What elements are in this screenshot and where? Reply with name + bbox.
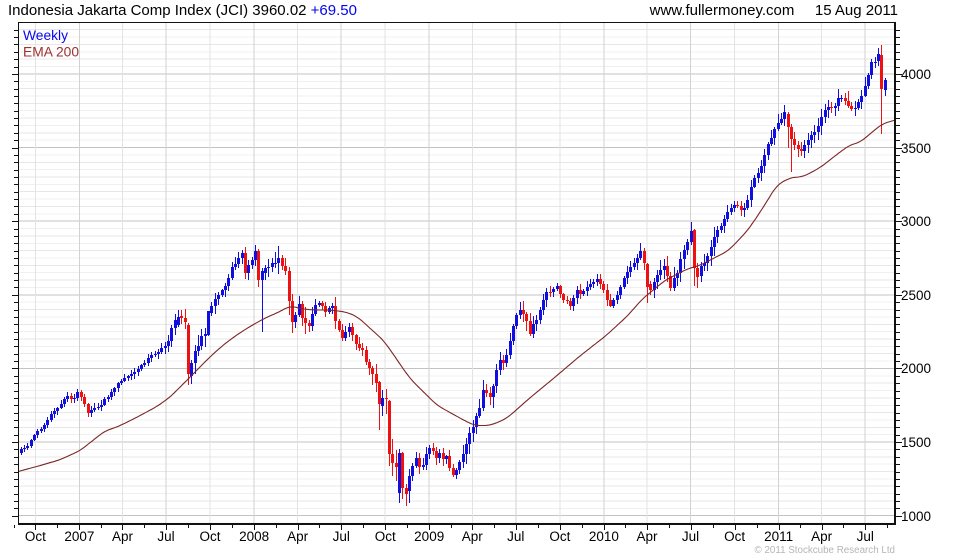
svg-text:3000: 3000	[901, 214, 931, 229]
svg-text:15 Aug 2011: 15 Aug 2011	[815, 2, 898, 19]
svg-text:2007: 2007	[64, 529, 94, 544]
svg-text:EMA 200: EMA 200	[23, 45, 79, 60]
svg-text:2500: 2500	[901, 288, 931, 303]
svg-text:Apr: Apr	[811, 529, 833, 544]
svg-text:2011: 2011	[764, 529, 793, 544]
svg-text:Weekly: Weekly	[23, 28, 68, 43]
svg-text:Jul: Jul	[157, 529, 174, 544]
svg-text:Apr: Apr	[287, 529, 309, 544]
svg-text:3500: 3500	[901, 141, 931, 156]
svg-text:www.fullermoney.com: www.fullermoney.com	[649, 2, 795, 19]
svg-text:Apr: Apr	[636, 529, 658, 544]
svg-text:Jul: Jul	[682, 529, 699, 544]
svg-text:Oct: Oct	[724, 529, 745, 544]
svg-text:Oct: Oct	[199, 529, 220, 544]
svg-text:2010: 2010	[589, 529, 619, 544]
svg-text:Jul: Jul	[507, 529, 524, 544]
svg-text:Oct: Oct	[375, 529, 396, 544]
svg-text:Oct: Oct	[25, 529, 46, 544]
svg-text:1500: 1500	[901, 435, 931, 450]
svg-text:Indonesia Jakarta Comp Index (: Indonesia Jakarta Comp Index (JCI) 3960.…	[8, 2, 357, 19]
svg-text:Oct: Oct	[549, 529, 570, 544]
svg-text:Apr: Apr	[462, 529, 484, 544]
svg-text:Jul: Jul	[333, 529, 350, 544]
svg-text:© 2011 Stockcube Research Ltd: © 2011 Stockcube Research Ltd	[755, 545, 895, 556]
svg-text:Apr: Apr	[112, 529, 134, 544]
svg-text:1000: 1000	[901, 509, 931, 524]
svg-text:2008: 2008	[239, 529, 269, 544]
svg-text:2009: 2009	[414, 529, 444, 544]
svg-text:2000: 2000	[901, 361, 931, 376]
svg-text:Jul: Jul	[857, 529, 874, 544]
svg-text:4000: 4000	[901, 67, 931, 82]
